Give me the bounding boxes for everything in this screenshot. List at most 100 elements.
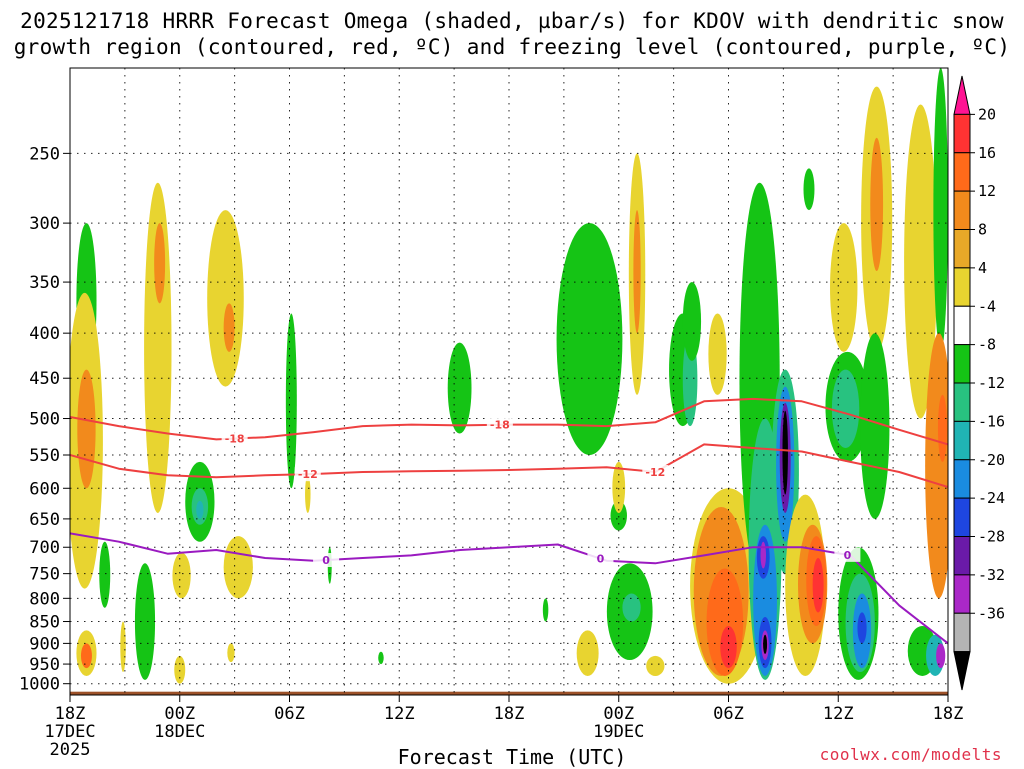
colorbar-label-12: 12	[978, 182, 996, 200]
colorbar-label--4: -4	[978, 297, 996, 315]
ground-terrain	[70, 691, 948, 695]
y-axis: 2503003504004505005506006507007508008509…	[19, 144, 70, 695]
chart-title-line-1: 2025121718 HRRR Forecast Omega (shaded, …	[20, 9, 1004, 33]
x-tick-label-2: 06Z	[274, 704, 305, 724]
omega-cell-17	[227, 643, 235, 663]
omega-cell-11	[174, 655, 186, 684]
colorbar-box-5	[953, 267, 971, 307]
colorbar-label-8: 8	[978, 221, 987, 239]
colorbar-label--12: -12	[978, 374, 1005, 392]
x-tick-date-5: 19DEC	[593, 722, 644, 742]
y-tick-label-950: 950	[29, 655, 60, 675]
contour-dgz-bottom	[70, 443, 948, 488]
omega-cell-69	[904, 104, 938, 419]
x-tick-label-0: 18Z	[55, 704, 86, 724]
y-tick-label-650: 650	[29, 510, 60, 530]
x-axis-label: Forecast Time (UTC)	[397, 745, 627, 769]
omega-cell-61	[831, 369, 860, 448]
y-tick-label-400: 400	[29, 324, 60, 344]
x-tick-label-5: 00Z	[603, 704, 634, 724]
colorbar-label--16: -16	[978, 412, 1005, 430]
colorbar-box-14	[953, 612, 971, 653]
omega-cell-67	[870, 137, 884, 271]
omega-cell-68	[860, 333, 890, 519]
omega-cell-19	[285, 313, 297, 489]
omega-cell-25	[556, 223, 623, 455]
colorbar-arrow-top	[953, 75, 971, 115]
colorbar-label--28: -28	[978, 528, 1005, 546]
colorbar-label--32: -32	[978, 566, 1005, 584]
contour-label-dgz-top-1: -18	[490, 419, 510, 432]
contour-label-freezing-level-5: 0	[597, 553, 605, 566]
credit-link[interactable]: coolwx.com/modelts	[819, 745, 1002, 764]
x-tick-label-3: 12Z	[384, 704, 415, 724]
colorbar-box-2	[953, 152, 971, 192]
colorbar-label--8: -8	[978, 336, 996, 354]
y-tick-label-700: 700	[29, 538, 60, 558]
contour-label-bg-2	[294, 467, 321, 482]
omega-cell-72	[937, 394, 948, 462]
colorbar-label-16: 16	[978, 144, 996, 162]
y-tick-label-450: 450	[29, 369, 60, 389]
x-tick-date-1: 18DEC	[154, 722, 205, 742]
omega-cell-10	[172, 552, 191, 599]
omega-cell-59	[830, 223, 858, 352]
omega-cell-49	[763, 634, 768, 654]
y-tick-label-750: 750	[29, 565, 60, 585]
y-tick-label-900: 900	[29, 634, 60, 654]
omega-cell-24	[542, 598, 549, 622]
omega-cell-9	[134, 563, 156, 680]
colorbar-box-10	[953, 459, 971, 499]
omega-cell-23	[447, 342, 472, 434]
omega-cell-26	[610, 500, 627, 531]
contour-label-dgz-top-0: -18	[225, 433, 245, 446]
contour-label-bg-5	[587, 551, 614, 566]
omega-cell-16	[223, 303, 235, 352]
colorbar-label--20: -20	[978, 451, 1005, 469]
omega-cell-29	[633, 210, 641, 334]
colorbar-box-9	[953, 420, 971, 461]
omega-cell-58	[812, 558, 824, 613]
omega-cell-14	[196, 500, 204, 519]
contour-label-bg-0	[221, 431, 248, 446]
omega-cell-41	[720, 625, 737, 669]
contour-label-layer: -18 -18 -12 -12 0 0 0	[221, 417, 861, 568]
y-tick-label-550: 550	[29, 446, 60, 466]
omega-cell-3	[99, 541, 111, 608]
colorbar-box-6	[953, 305, 971, 346]
y-tick-label-850: 850	[29, 613, 60, 633]
chart-title-line-2: growth region (contoured, red, ºC) and f…	[13, 35, 1011, 59]
colorbar-label--36: -36	[978, 604, 1005, 622]
colorbar: 20 16 12 8 4 -4 -8 -12 -16 -20 -24 -28 -32 -36	[953, 75, 1005, 691]
omega-cell-5	[80, 643, 92, 669]
terrain-ground-layer	[70, 691, 948, 695]
omega-cell-2	[77, 369, 96, 489]
x-tick-label-8: 18Z	[933, 704, 964, 724]
contour-label-dgz-bottom-3: -12	[645, 466, 665, 479]
omega-cell-36	[682, 282, 702, 361]
colorbar-arrow-bottom	[953, 651, 971, 691]
y-tick-label-500: 500	[29, 410, 60, 430]
colorbar-box-12	[953, 536, 971, 576]
x-tick-label-4: 18Z	[494, 704, 525, 724]
contour-label-freezing-level-4: 0	[322, 554, 330, 567]
x-tick-year-0: 2025	[50, 740, 91, 760]
colorbar-label--24: -24	[978, 489, 1005, 507]
omega-cell-32	[576, 630, 599, 676]
x-tick-label-6: 06Z	[713, 704, 744, 724]
omega-cell-65	[857, 612, 867, 644]
omega-cell-20	[305, 475, 311, 513]
omega-shading-layer	[70, 68, 948, 684]
omega-cell-53	[782, 410, 788, 495]
omega-cell-54	[803, 168, 815, 211]
contour-label-bg-1	[486, 417, 513, 432]
omega-cell-33	[646, 655, 665, 676]
contour-label-bg-6	[834, 547, 861, 562]
contour-label-bg-4	[313, 553, 340, 568]
omega-cell-47	[760, 541, 766, 569]
x-tick-label-7: 12Z	[823, 704, 854, 724]
colorbar-label-20: 20	[978, 105, 996, 123]
omega-cell-75	[936, 643, 946, 669]
